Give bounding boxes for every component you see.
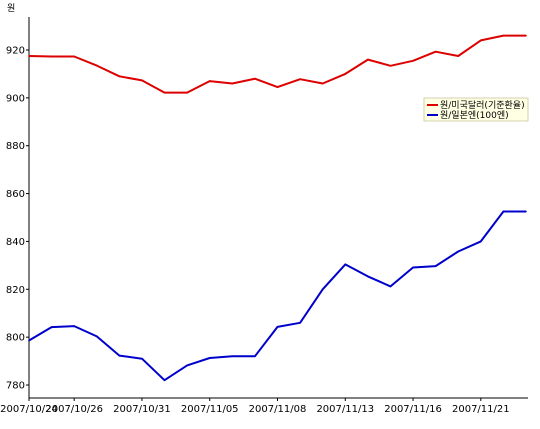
y-tick-label: 860 (6, 189, 25, 200)
data-point (299, 321, 301, 324)
data-point (389, 285, 392, 288)
data-point (525, 210, 527, 213)
data-point (50, 326, 53, 328)
data-point (186, 91, 188, 94)
data-point (73, 325, 75, 327)
data-point (389, 64, 392, 67)
y-tick-label: 820 (6, 285, 25, 296)
x-tick-label: 2007/10/31 (113, 404, 171, 415)
data-point (321, 82, 324, 85)
data-point (299, 78, 301, 80)
data-point (186, 364, 188, 367)
data-point (344, 73, 347, 75)
y-axis-unit: 원 (7, 3, 15, 14)
data-point (95, 335, 98, 338)
data-point (118, 75, 121, 78)
series-line-0 (28, 34, 526, 94)
data-point (321, 288, 324, 291)
data-point (480, 39, 482, 42)
data-point (254, 355, 256, 358)
y-tick-label: 920 (6, 46, 25, 57)
x-tick-label: 2007/11/16 (384, 404, 442, 415)
data-point (141, 357, 143, 360)
data-point (254, 77, 256, 80)
data-point (208, 357, 211, 359)
series-line-1 (28, 210, 526, 382)
legend: 원/미국달러(기준환율) 원/일본엔(100엔) (423, 97, 529, 122)
data-point (367, 58, 369, 61)
data-point (50, 55, 53, 58)
data-point (276, 326, 279, 328)
data-point (163, 379, 166, 382)
data-point (412, 59, 414, 62)
data-point (28, 55, 30, 57)
data-point (344, 263, 347, 266)
y-tick-label: 900 (6, 93, 25, 104)
legend-label-usd: 원/미국달러(기준환율) (440, 99, 525, 111)
data-point (457, 250, 460, 253)
data-point (231, 82, 234, 85)
data-point (141, 79, 143, 82)
y-tick-label: 880 (6, 141, 25, 152)
data-point (412, 266, 414, 269)
data-point (367, 275, 369, 278)
y-tick-label: 840 (6, 237, 25, 248)
x-tick-label: 2007/10/26 (45, 404, 103, 415)
data-point (434, 265, 437, 267)
series-lines (28, 34, 527, 382)
data-point (434, 50, 437, 53)
data-point (73, 55, 75, 58)
data-point (163, 91, 166, 94)
legend-box (423, 97, 529, 122)
y-tick-label: 800 (6, 333, 25, 344)
data-point (231, 355, 234, 358)
data-point (208, 80, 211, 82)
data-point (95, 64, 98, 67)
x-tick-label: 2007/11/13 (316, 404, 374, 415)
data-point (28, 339, 30, 342)
data-point (118, 354, 121, 357)
data-point (457, 55, 460, 57)
y-ticks: 780 800 820 840 860 880 900 920 (6, 46, 29, 392)
data-point (502, 34, 505, 37)
data-point (502, 210, 505, 213)
data-point (276, 86, 279, 88)
x-tick-label: 2007/10/24 (0, 404, 58, 415)
y-tick-label: 780 (6, 381, 25, 392)
data-point (525, 34, 527, 37)
data-point (480, 240, 482, 243)
legend-label-jpy: 원/일본엔(100엔) (440, 110, 509, 121)
x-tick-label: 2007/11/08 (249, 404, 307, 415)
x-tick-label: 2007/11/21 (452, 404, 510, 415)
x-tick-label: 2007/11/05 (181, 404, 239, 415)
